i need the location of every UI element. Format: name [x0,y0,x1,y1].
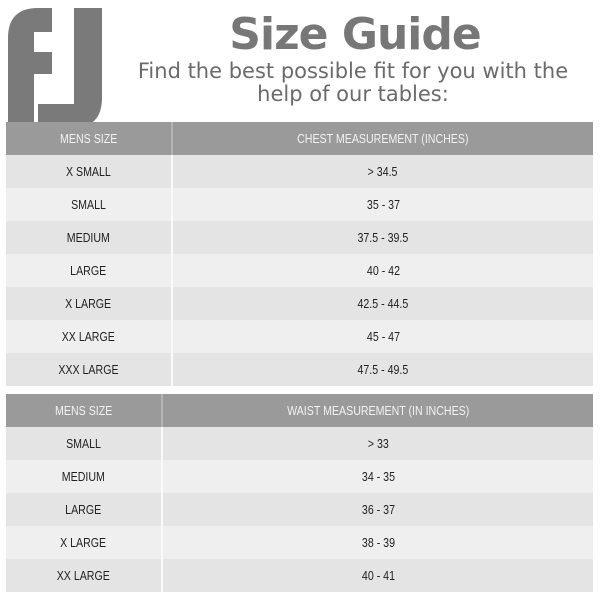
cell-text: MEDIUM [66,230,111,245]
subtitle-line-1: Find the best possible fit for you with … [137,59,569,83]
table-row: X LARGE 38 - 39 [6,526,593,559]
cell-text: XX LARGE [61,329,116,344]
cell-text: 35 - 37 [366,197,400,212]
cell-text: 40 - 42 [366,263,400,278]
size-cell: X SMALL [6,155,172,188]
cell-text: 34 - 35 [361,469,395,484]
measurement-cell: 36 - 37 [161,493,593,526]
cell-text: > 33 [367,436,389,451]
cell-text: 37.5 - 39.5 [357,230,409,245]
size-cell: LARGE [6,254,172,287]
table-header-row: MENS SIZE CHEST MEASUREMENT (INCHES) [6,122,593,155]
size-cell: XX LARGE [6,320,172,353]
table-header-row: MENS SIZE WAIST MEASUREMENT (IN INCHES) [6,394,593,427]
column-header-label: MENS SIZE [54,403,113,418]
column-header-label: MENS SIZE [59,131,118,146]
page-subtitle: Find the best possible fit for you with … [108,60,598,106]
column-header: CHEST MEASUREMENT (INCHES) [171,122,593,155]
cell-text: X LARGE [60,535,107,550]
table-row: MEDIUM 34 - 35 [6,460,593,493]
cell-text: SMALL [66,436,101,451]
cell-text: LARGE [65,502,102,517]
cell-text: 40 - 41 [361,568,395,583]
measurement-cell: 47.5 - 49.5 [171,353,593,386]
table-row: XX LARGE 40 - 41 [6,559,593,592]
table-row: SMALL > 33 [6,427,593,460]
measurement-cell: 45 - 47 [171,320,593,353]
cell-text: 36 - 37 [361,502,395,517]
size-cell: MEDIUM [6,221,172,254]
cell-text: 38 - 39 [361,535,395,550]
table-row: SMALL 35 - 37 [6,188,593,221]
measurement-cell: > 33 [161,427,593,460]
column-header: WAIST MEASUREMENT (IN INCHES) [161,394,593,427]
column-header: MENS SIZE [6,122,172,155]
measurement-cell: 34 - 35 [161,460,593,493]
size-cell: X LARGE [6,287,172,320]
measurement-cell: 35 - 37 [171,188,593,221]
chest-size-table: MENS SIZE CHEST MEASUREMENT (INCHES) X S… [6,122,593,386]
cell-text: XXX LARGE [58,362,119,377]
cell-text: X LARGE [65,296,112,311]
table-row: LARGE 40 - 42 [6,254,593,287]
cell-text: MEDIUM [61,469,106,484]
table-row: XXX LARGE 47.5 - 49.5 [6,353,593,386]
cell-text: LARGE [70,263,107,278]
measurement-cell: 40 - 42 [171,254,593,287]
measurement-cell: 37.5 - 39.5 [171,221,593,254]
table-row: XX LARGE 45 - 47 [6,320,593,353]
measurement-cell: 40 - 41 [161,559,593,592]
table-row: X SMALL > 34.5 [6,155,593,188]
table-row: LARGE 36 - 37 [6,493,593,526]
column-header: MENS SIZE [6,394,162,427]
waist-size-table: MENS SIZE WAIST MEASUREMENT (IN INCHES) … [6,394,593,592]
size-cell: X LARGE [6,526,162,559]
fj-logo-icon [8,8,102,128]
size-cell: XXX LARGE [6,353,172,386]
size-cell: SMALL [6,427,162,460]
table-row: MEDIUM 37.5 - 39.5 [6,221,593,254]
cell-text: 42.5 - 44.5 [357,296,409,311]
size-cell: SMALL [6,188,172,221]
page-title: Size Guide [229,9,481,60]
cell-text: X SMALL [66,164,111,179]
size-cell: XX LARGE [6,559,162,592]
measurement-cell: 42.5 - 44.5 [171,287,593,320]
size-cell: LARGE [6,493,162,526]
column-header-label: WAIST MEASUREMENT (IN INCHES) [286,403,470,418]
measurement-cell: 38 - 39 [161,526,593,559]
table-row: X LARGE 42.5 - 44.5 [6,287,593,320]
size-cell: MEDIUM [6,460,162,493]
cell-text: SMALL [71,197,106,212]
cell-text: 45 - 47 [366,329,400,344]
column-header-label: CHEST MEASUREMENT (INCHES) [297,131,469,146]
subtitle-line-2: help of our tables: [257,82,449,106]
measurement-cell: > 34.5 [171,155,593,188]
cell-text: 47.5 - 49.5 [357,362,409,377]
cell-text: XX LARGE [56,568,111,583]
cell-text: > 34.5 [368,164,398,179]
